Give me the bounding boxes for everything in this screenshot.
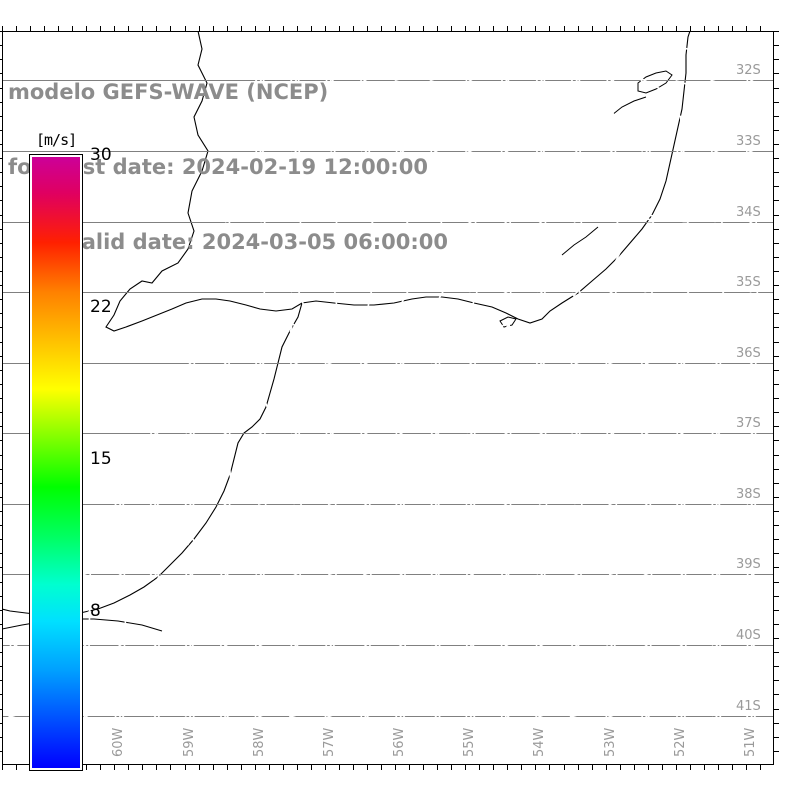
right-axis-ticks bbox=[774, 31, 783, 765]
figure-title: modelo GEFS-WAVE (NCEP) forecast date: 2… bbox=[8, 30, 508, 305]
lon-tick-label: 51W bbox=[742, 727, 758, 757]
lat-tick-label: 38S bbox=[736, 486, 761, 502]
colorbar-unit-label: [m/s] bbox=[36, 131, 77, 149]
top-axis-ticks bbox=[2, 22, 774, 31]
title-line-model: modelo GEFS-WAVE (NCEP) bbox=[8, 80, 329, 104]
lon-tick-label: 53W bbox=[602, 727, 618, 757]
title-line-valid-date: valid date: 2024-03-05 06:00:00 bbox=[68, 230, 448, 254]
lon-tick-label: 59W bbox=[181, 727, 197, 757]
graticule bbox=[2, 31, 774, 765]
lon-tick-label: 54W bbox=[532, 727, 548, 757]
lon-tick-label: 58W bbox=[251, 727, 267, 757]
lat-tick-label: 37S bbox=[736, 416, 761, 432]
wind-barbs-overlay bbox=[8, 38, 767, 765]
lat-tick-label: 41S bbox=[736, 698, 761, 714]
map-plot-area[interactable] bbox=[2, 31, 774, 765]
lon-tick-label: 52W bbox=[672, 727, 688, 757]
colorbar-tick: 8 bbox=[90, 601, 101, 621]
lat-tick-label: 35S bbox=[736, 275, 761, 291]
lat-tick-label: 32S bbox=[736, 63, 761, 79]
lat-tick-label: 40S bbox=[736, 628, 761, 644]
left-axis-ticks bbox=[0, 31, 2, 765]
lat-tick-label: 39S bbox=[736, 557, 761, 573]
title-line-forecast-date: forecast date: 2024-02-19 12:00:00 bbox=[8, 155, 428, 179]
lat-tick-label: 34S bbox=[736, 204, 761, 220]
lon-tick-label: 60W bbox=[111, 727, 127, 757]
lon-tick-label: 56W bbox=[392, 727, 407, 757]
lat-tick-label: 33S bbox=[736, 133, 761, 149]
lat-tick-label: 36S bbox=[736, 345, 761, 361]
colorbar-tick: 22 bbox=[90, 297, 112, 317]
colorbar-tick: 15 bbox=[90, 449, 112, 470]
bottom-axis-ticks bbox=[2, 765, 774, 774]
lon-tick-label: 57W bbox=[321, 727, 337, 757]
colorbar-tick: 30 bbox=[90, 145, 112, 165]
lon-tick-label: 55W bbox=[462, 727, 478, 757]
colorbar-gradient bbox=[29, 154, 83, 771]
